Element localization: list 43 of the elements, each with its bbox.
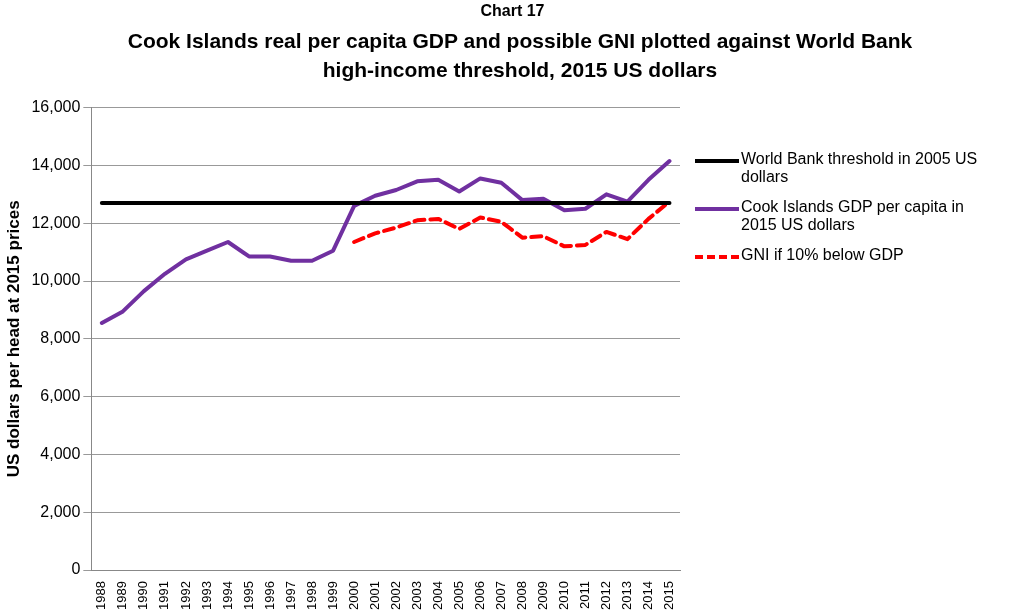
x-tick-label: 2005	[450, 581, 466, 610]
x-tick-label: 2008	[513, 581, 529, 610]
y-tick-label: 6,000	[40, 387, 81, 405]
x-tick-label: 2001	[366, 581, 382, 610]
chart-title: Cook Islands real per capita GDP and possible GNI plotted against World Bank high-income threshold, 2015 US dollars	[126, 28, 914, 83]
y-tick-label: 4,000	[40, 444, 81, 462]
y-tick-label: 14,000	[31, 155, 81, 173]
x-tick-label: 2011	[576, 581, 592, 610]
x-tick-label: 2007	[492, 581, 508, 610]
caption: Chart 17	[479, 2, 546, 20]
x-tick-label: 1988	[93, 581, 109, 610]
y-tick-label: 2,000	[40, 502, 81, 520]
x-tick-label: 1998	[303, 581, 319, 610]
x-tick-label: 2003	[408, 581, 424, 610]
legend-label: World Bank threshold in 2005 US dollars	[741, 150, 979, 186]
y-tick-label: 10,000	[31, 271, 81, 289]
x-tick-label: 2002	[387, 581, 403, 610]
x-tick-label: 2013	[619, 581, 635, 610]
y-axis-title: US dollars per head at 2015 prices	[3, 200, 23, 478]
x-tick-label: 1989	[114, 581, 130, 610]
x-tick-label: 1991	[156, 581, 172, 610]
x-tick-label: 1993	[198, 581, 214, 610]
x-tick-label: 1999	[324, 581, 340, 610]
y-tick-label: 12,000	[31, 213, 81, 231]
x-tick-label: 2009	[534, 581, 550, 610]
x-tick-label: 2014	[640, 581, 656, 610]
x-tick-label: 2015	[661, 581, 677, 610]
legend-label: GNI if 10% below GDP	[741, 246, 904, 264]
y-tick-label: 8,000	[40, 329, 81, 347]
y-tick-label: 0	[71, 560, 81, 578]
x-tick-label: 1992	[177, 581, 193, 610]
x-tick-label: 2004	[429, 581, 445, 610]
x-tick-label: 2010	[555, 581, 571, 610]
legend-label: Cook Islands GDP per capita in 2015 US dollars	[741, 198, 965, 234]
x-tick-label: 1996	[261, 581, 277, 610]
x-tick-label: 1995	[240, 581, 256, 610]
x-tick-label: 1990	[135, 581, 151, 610]
x-tick-label: 2000	[345, 581, 361, 610]
x-tick-label: 2012	[598, 581, 613, 610]
x-tick-label: 2006	[471, 581, 487, 610]
x-tick-label: 1994	[219, 581, 235, 610]
y-tick-label: 16,000	[31, 98, 81, 116]
x-tick-label: 1997	[282, 581, 298, 610]
